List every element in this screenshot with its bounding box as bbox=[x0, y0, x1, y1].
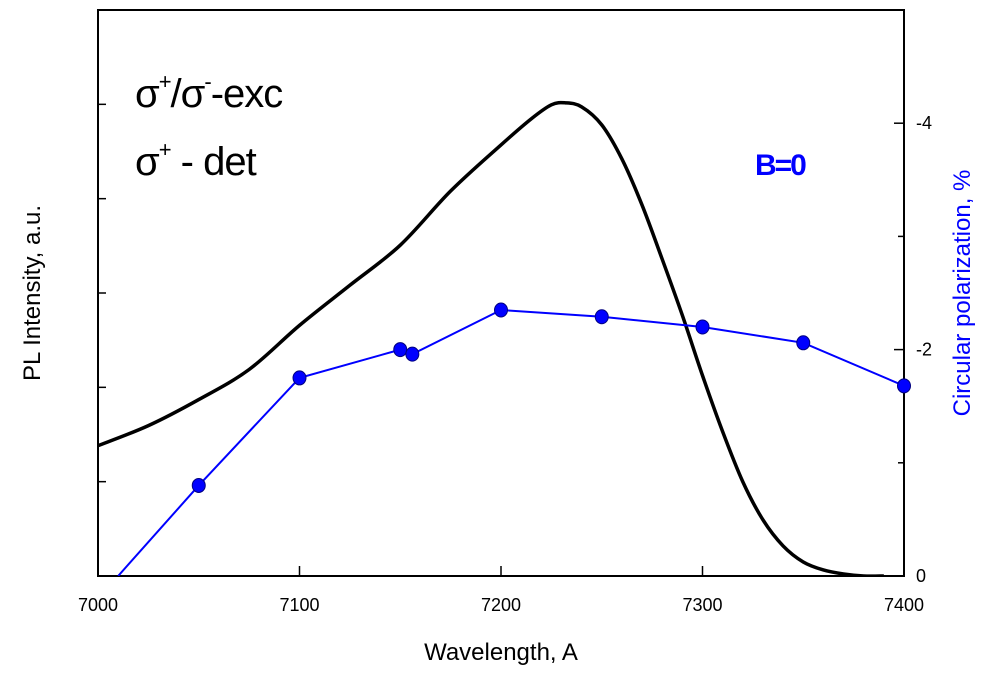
x-tick-label: 7400 bbox=[884, 595, 924, 615]
y2-tick-label: 0 bbox=[916, 566, 926, 586]
annotation-excitation: σ+/σ--exc bbox=[135, 69, 282, 116]
pl-intensity-line bbox=[98, 100, 884, 576]
y2-tick-label: -4 bbox=[916, 113, 932, 133]
x-axis-title: Wavelength, A bbox=[424, 639, 578, 666]
annotation-detection: σ+ - det bbox=[135, 137, 257, 184]
annotation-field: B=0 bbox=[755, 149, 806, 182]
polarization-line bbox=[117, 308, 904, 576]
x-tick-label: 7100 bbox=[279, 595, 319, 615]
x-tick-label: 7200 bbox=[481, 595, 521, 615]
data-point bbox=[796, 335, 811, 351]
data-point bbox=[292, 370, 307, 386]
data-point bbox=[393, 342, 408, 358]
y-axis-title: PL Intensity, a.u. bbox=[19, 205, 46, 381]
x-tick-label: 7000 bbox=[78, 595, 118, 615]
marker-layer bbox=[191, 302, 911, 493]
data-point bbox=[494, 302, 508, 318]
x-tick-label: 7300 bbox=[682, 595, 722, 615]
axis-ticks: 7000 7100 7200 7300 7400 0 -2 -4 bbox=[78, 103, 932, 615]
data-point bbox=[897, 378, 911, 394]
y2-tick-label: -2 bbox=[916, 340, 932, 360]
data-point bbox=[594, 309, 609, 325]
data-point bbox=[191, 477, 206, 493]
series-layer bbox=[98, 100, 904, 576]
data-point bbox=[405, 346, 420, 362]
data-point bbox=[695, 319, 710, 335]
y2-axis-title: Circular polarization, % bbox=[949, 170, 976, 417]
